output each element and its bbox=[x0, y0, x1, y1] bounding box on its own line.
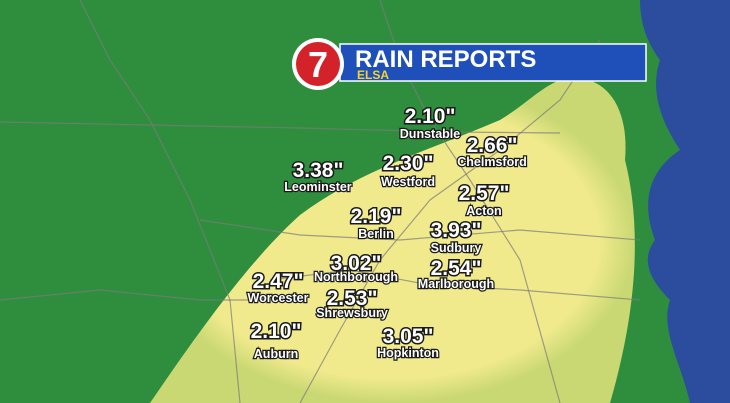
title: RAIN REPORTS bbox=[355, 46, 536, 73]
rain-amount: 2.47" bbox=[253, 270, 304, 293]
town-name: Westford bbox=[381, 175, 435, 189]
logo bbox=[296, 42, 340, 86]
town-name: Chelmsford bbox=[457, 155, 526, 169]
rain-amount: 2.57" bbox=[459, 182, 510, 205]
rain-amount: 3.93" bbox=[431, 219, 482, 242]
subtitle: ELSA bbox=[357, 68, 389, 82]
rain-amount: 2.53" bbox=[327, 287, 378, 310]
rain-amount: 3.05" bbox=[383, 325, 434, 348]
town-name: Berlin bbox=[358, 227, 393, 241]
rain-amount: 2.66" bbox=[467, 134, 518, 157]
rain-amount: 2.10" bbox=[405, 105, 456, 128]
town-name: Leominster bbox=[284, 180, 352, 194]
town-name: Shrewsbury bbox=[316, 306, 388, 320]
rain-area bbox=[150, 78, 635, 403]
banner bbox=[339, 43, 647, 82]
town-name: Worcester bbox=[248, 291, 309, 305]
town-name: Acton bbox=[466, 204, 501, 218]
ocean bbox=[640, 0, 730, 403]
town-name: Marlborough bbox=[418, 277, 494, 291]
logo-text: 7 bbox=[308, 44, 328, 85]
rain-amount: 2.19" bbox=[351, 205, 402, 228]
rain-amount: 2.54" bbox=[431, 257, 482, 280]
town-name: Hopkinton bbox=[377, 346, 439, 360]
rain-amount: 3.38" bbox=[293, 159, 344, 182]
rain-amount: 3.02" bbox=[331, 252, 382, 275]
town-name: Northborough bbox=[314, 270, 398, 284]
town-name: Dunstable bbox=[400, 127, 460, 141]
rain-amount: 2.30" bbox=[383, 152, 434, 175]
town-name: Auburn bbox=[254, 347, 298, 361]
town-name: Sudbury bbox=[431, 241, 482, 255]
rain-amount: 2.10" bbox=[251, 320, 302, 343]
title-banner: 7 RAIN REPORTS ELSA bbox=[292, 38, 647, 90]
